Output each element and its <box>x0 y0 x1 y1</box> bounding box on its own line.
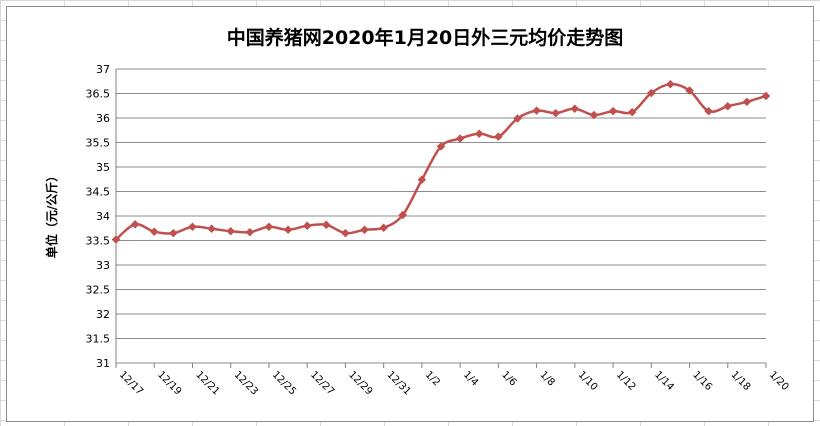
y-tick-label: 33.5 <box>86 235 111 248</box>
data-point[interactable] <box>188 222 197 232</box>
x-tick-label: 12/31 <box>385 369 413 397</box>
data-point[interactable] <box>417 175 427 185</box>
data-point[interactable] <box>685 86 694 95</box>
x-tick-label: 1/4 <box>461 369 480 388</box>
data-point[interactable] <box>608 106 618 116</box>
data-point[interactable] <box>436 142 446 151</box>
data-point[interactable] <box>627 107 637 117</box>
x-tick-label: 1/6 <box>499 369 518 388</box>
data-point[interactable] <box>474 129 484 139</box>
y-tick-label: 33 <box>96 259 110 272</box>
x-tick-label: 1/20 <box>767 369 791 393</box>
y-tick-label: 34.5 <box>86 186 111 199</box>
x-tick-label: 12/25 <box>270 369 298 397</box>
x-tick-label: 12/23 <box>232 369 260 397</box>
data-point[interactable] <box>742 97 752 107</box>
x-tick-label: 1/14 <box>652 369 676 393</box>
data-point[interactable] <box>360 225 369 235</box>
series-price <box>111 79 771 244</box>
axes <box>115 69 767 368</box>
y-tick-label: 31 <box>96 357 110 370</box>
y-tick-label: 37 <box>96 63 110 76</box>
data-point[interactable] <box>264 222 274 232</box>
x-tick-label: 12/29 <box>346 369 374 397</box>
data-point[interactable] <box>379 223 389 233</box>
y-tick-label: 31.5 <box>86 333 111 346</box>
data-point[interactable] <box>723 101 733 111</box>
gridlines <box>116 68 766 364</box>
data-point[interactable] <box>493 132 503 141</box>
y-axis-label: 单位（元/公斤） <box>44 170 59 258</box>
data-point[interactable] <box>398 210 408 220</box>
data-point[interactable] <box>570 104 580 114</box>
x-tick-label: 1/10 <box>576 369 600 393</box>
data-point[interactable] <box>761 91 771 101</box>
x-tick-label: 12/27 <box>308 369 336 397</box>
data-point[interactable] <box>111 235 121 244</box>
data-point[interactable] <box>513 114 522 123</box>
data-point[interactable] <box>551 108 561 118</box>
data-point[interactable] <box>226 226 236 236</box>
data-point[interactable] <box>646 88 656 98</box>
y-tick-label: 34 <box>96 210 110 223</box>
data-point[interactable] <box>168 228 178 238</box>
y-tick-label: 36.5 <box>86 88 111 101</box>
data-point[interactable] <box>455 134 465 143</box>
y-tick-label: 32 <box>96 308 110 321</box>
data-point[interactable] <box>130 219 140 229</box>
data-point[interactable] <box>589 110 599 120</box>
x-tick-label: 1/16 <box>690 369 714 393</box>
y-tick-label: 35.5 <box>86 137 111 150</box>
y-tick-label: 35 <box>96 161 110 174</box>
x-tick-label: 1/18 <box>729 369 753 393</box>
x-tick-label: 12/17 <box>117 369 145 397</box>
data-point[interactable] <box>666 79 675 89</box>
data-point[interactable] <box>341 228 350 238</box>
x-axis-ticks: 12/17 12/19 12/21 12/23 12/25 12/27 12/29 12/31… <box>117 369 791 397</box>
data-point[interactable] <box>532 106 541 116</box>
y-tick-label: 32.5 <box>86 284 111 297</box>
data-point[interactable] <box>149 227 159 237</box>
chart-title: 中国养猪网2020年1月20日外三元均价走势图 <box>227 26 624 49</box>
chart-area[interactable] <box>6 6 814 422</box>
y-axis-ticks: 31 31.5 32 32.5 33 33.5 34 34.5 35 35.5 36 36.5 37 <box>86 63 111 370</box>
data-point[interactable] <box>245 227 255 237</box>
data-point[interactable] <box>302 221 312 231</box>
data-point[interactable] <box>283 225 293 235</box>
data-point[interactable] <box>321 220 331 230</box>
x-tick-label: 12/21 <box>193 369 221 397</box>
x-tick-label: 1/12 <box>614 369 638 393</box>
x-tick-label: 1/8 <box>537 369 556 388</box>
x-tick-label: 12/19 <box>155 369 183 397</box>
y-tick-label: 36 <box>96 112 110 125</box>
data-point[interactable] <box>704 106 714 116</box>
x-tick-label: 1/2 <box>423 369 442 388</box>
data-point[interactable] <box>207 224 216 234</box>
